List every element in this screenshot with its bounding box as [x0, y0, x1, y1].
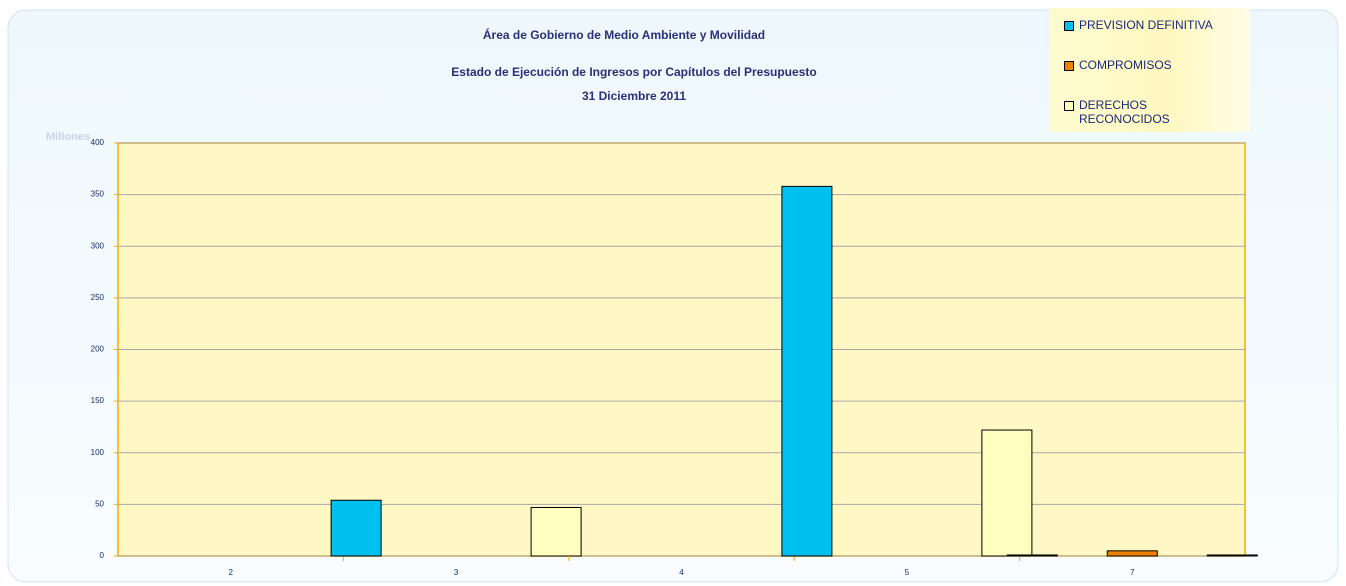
x-tick-label: 7 [1130, 568, 1135, 577]
y-tick-label: 200 [91, 345, 105, 354]
bar [330, 499, 382, 557]
legend: PREVISION DEFINITIVA COMPROMISOS DERECHOS … [1050, 8, 1250, 132]
y-tick-label: 50 [95, 499, 104, 508]
bar [1006, 554, 1058, 557]
x-tick-label: 3 [454, 568, 459, 577]
x-tick-label: 4 [679, 568, 684, 577]
legend-item: COMPROMISOS [1064, 58, 1244, 72]
y-tick-label: 150 [91, 396, 105, 405]
legend-swatch [1064, 61, 1074, 71]
legend-label: COMPROMISOS [1079, 58, 1172, 72]
y-tick-label: 100 [91, 448, 105, 457]
bar [1206, 554, 1258, 557]
y-axis-label: Millones [46, 131, 90, 143]
x-tick-label: 5 [905, 568, 910, 577]
legend-label: PREVISION DEFINITIVA [1079, 18, 1213, 32]
bar [781, 185, 833, 557]
chart-title: Área de Gobierno de Medio Ambiente y Mov… [483, 27, 765, 42]
legend-item: PREVISION DEFINITIVA [1064, 18, 1244, 32]
y-tick-label: 300 [91, 241, 105, 250]
y-tick-label: 250 [91, 293, 105, 302]
y-tick-label: 400 [91, 138, 105, 147]
bar [530, 506, 582, 557]
chart-date: 31 Diciembre 2011 [582, 89, 686, 103]
legend-label: DERECHOS RECONOCIDOS [1079, 98, 1170, 126]
legend-item: DERECHOS RECONOCIDOS [1064, 98, 1244, 126]
chart-subtitle: Estado de Ejecución de Ingresos por Capí… [451, 65, 816, 79]
y-tick-label: 350 [91, 190, 105, 199]
bar [981, 429, 1033, 557]
x-tick-label: 2 [228, 568, 233, 577]
legend-swatch [1064, 21, 1074, 31]
legend-swatch [1064, 101, 1074, 111]
y-tick-label: 0 [100, 551, 105, 560]
bar [1106, 550, 1158, 557]
